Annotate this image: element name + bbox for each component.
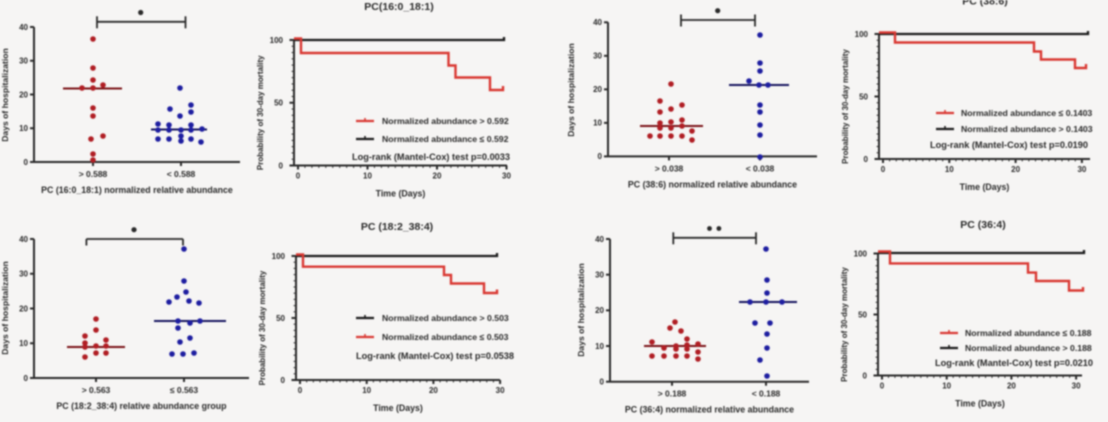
- svg-text:PC (16:0_18:1) normalized rela: PC (16:0_18:1) normalized relative abund…: [41, 185, 233, 195]
- svg-text:Normalized abundance > 0.503: Normalized abundance > 0.503: [382, 313, 509, 323]
- svg-text:PC (36:4) normalized relative: PC (36:4) normalized relative abundance: [625, 405, 794, 415]
- svg-text:40: 40: [593, 18, 602, 27]
- svg-text:Normalized abundance > 0.188: Normalized abundance > 0.188: [965, 343, 1092, 353]
- svg-text:20: 20: [429, 386, 438, 395]
- svg-text:50: 50: [276, 314, 285, 323]
- svg-text:> 0.188: > 0.188: [658, 389, 687, 399]
- svg-text:> 0.588: > 0.588: [79, 169, 108, 179]
- svg-text:30: 30: [1077, 165, 1086, 174]
- svg-text:Time (Days): Time (Days): [376, 189, 426, 199]
- svg-text:0: 0: [864, 155, 869, 164]
- svg-text:0: 0: [24, 374, 29, 383]
- svg-text:20: 20: [593, 85, 602, 94]
- svg-text:50: 50: [274, 99, 283, 108]
- svg-text:20: 20: [19, 90, 28, 99]
- svg-text:30: 30: [19, 270, 28, 279]
- svg-text:10: 10: [595, 342, 604, 351]
- svg-text:0: 0: [281, 376, 286, 385]
- svg-text:PC (38:6): PC (38:6): [962, 0, 1008, 8]
- svg-text:Days of hospitalization: Days of hospitalization: [576, 263, 586, 357]
- svg-text:Normalized abundance ≤ 0.592: Normalized abundance ≤ 0.592: [382, 134, 509, 144]
- svg-text:Log-rank (Mantel-Cox) test p=0: Log-rank (Mantel-Cox) test p=0.0538: [356, 351, 514, 361]
- svg-text:Time (Days): Time (Days): [960, 182, 1010, 192]
- svg-text:Days of hospitalization: Days of hospitalization: [0, 261, 10, 355]
- svg-text:< 0.588: < 0.588: [167, 169, 196, 179]
- svg-text:20: 20: [595, 306, 604, 315]
- svg-text:0: 0: [296, 172, 301, 181]
- svg-text:20: 20: [19, 304, 28, 313]
- svg-text:30: 30: [1072, 382, 1081, 391]
- svg-text:Time (Days): Time (Days): [373, 403, 423, 413]
- svg-text:Normalized abundance ≤ 0.503: Normalized abundance ≤ 0.503: [382, 332, 509, 342]
- svg-text:PC (38:6) normalized relative: PC (38:6) normalized relative abundance: [628, 179, 797, 189]
- svg-text:10: 10: [362, 386, 371, 395]
- svg-text:20: 20: [1007, 382, 1016, 391]
- svg-text:50: 50: [858, 310, 867, 319]
- svg-text:10: 10: [945, 165, 954, 174]
- svg-text:< 0.038: < 0.038: [746, 163, 775, 173]
- svg-text:30: 30: [595, 270, 604, 279]
- svg-text:PC (18:2_38:4): PC (18:2_38:4): [361, 221, 433, 233]
- svg-text:0: 0: [24, 158, 29, 167]
- svg-text:10: 10: [942, 382, 951, 391]
- svg-text:Days of hospitalization: Days of hospitalization: [0, 48, 10, 142]
- svg-text:40: 40: [595, 235, 604, 244]
- svg-text:> 0.563: > 0.563: [82, 385, 111, 395]
- svg-text:Normalized abundance ≤ 0.188: Normalized abundance ≤ 0.188: [965, 328, 1092, 338]
- svg-text:Probability of 30-day mortalit: Probability of 30-day mortality: [258, 270, 267, 385]
- svg-text:40: 40: [19, 235, 28, 244]
- svg-text:PC (18:2_38:4) relative abunda: PC (18:2_38:4) relative abundance group: [56, 401, 227, 411]
- svg-text:Log-rank (Mantel-Cox) test p=0: Log-rank (Mantel-Cox) test p=0.0190: [930, 140, 1088, 150]
- svg-text:≤ 0.563: ≤ 0.563: [170, 385, 199, 395]
- svg-text:PC(16:0_18:1): PC(16:0_18:1): [364, 1, 433, 13]
- svg-text:Probability of 30-day mortalit: Probability of 30-day mortality: [840, 267, 849, 382]
- svg-text:100: 100: [854, 249, 868, 258]
- svg-text:Time (Days): Time (Days): [955, 399, 1005, 409]
- svg-text:10: 10: [19, 339, 28, 348]
- svg-text:0: 0: [598, 152, 603, 161]
- svg-text:Normalized abundance ≤ 0.1403: Normalized abundance ≤ 0.1403: [961, 108, 1092, 118]
- svg-text:Log-rank (Mantel-Cox) test p=0: Log-rank (Mantel-Cox) test p=0.0210: [935, 358, 1093, 368]
- svg-text:20: 20: [433, 172, 442, 181]
- svg-text:50: 50: [859, 92, 868, 101]
- svg-text:10: 10: [593, 119, 602, 128]
- svg-text:0: 0: [881, 165, 886, 174]
- svg-text:Probability of 30-day mortalit: Probability of 30-day mortality: [841, 49, 850, 164]
- svg-text:Normalized abundance > 0.1403: Normalized abundance > 0.1403: [961, 124, 1093, 134]
- svg-text:30: 30: [593, 52, 602, 61]
- svg-text:Days of hospitalization: Days of hospitalization: [566, 43, 576, 137]
- svg-text:100: 100: [270, 36, 284, 45]
- svg-text:> 0.038: > 0.038: [655, 163, 684, 173]
- svg-text:30: 30: [502, 172, 511, 181]
- svg-text:Log-rank (Mantel-Cox) test p=0: Log-rank (Mantel-Cox) test p=0.0033: [352, 152, 510, 162]
- svg-text:PC (36:4): PC (36:4): [960, 219, 1006, 231]
- svg-text:0: 0: [279, 161, 284, 170]
- svg-text:40: 40: [19, 23, 28, 32]
- svg-text:100: 100: [855, 30, 869, 39]
- svg-text:0: 0: [298, 386, 303, 395]
- svg-text:0: 0: [863, 371, 868, 380]
- svg-text:< 0.188: < 0.188: [752, 389, 781, 399]
- svg-text:10: 10: [363, 172, 372, 181]
- svg-text:Normalized abundance > 0.592: Normalized abundance > 0.592: [382, 116, 509, 126]
- svg-text:30: 30: [496, 386, 505, 395]
- svg-text:20: 20: [1011, 165, 1020, 174]
- svg-text:10: 10: [19, 124, 28, 133]
- svg-text:100: 100: [272, 252, 286, 261]
- svg-text:0: 0: [600, 378, 605, 387]
- svg-text:Probability of 30-day mortalit: Probability of 30-day mortality: [256, 55, 265, 170]
- svg-text:30: 30: [19, 57, 28, 66]
- svg-text:0: 0: [880, 382, 885, 391]
